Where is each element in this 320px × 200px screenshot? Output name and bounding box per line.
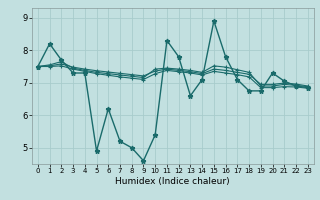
X-axis label: Humidex (Indice chaleur): Humidex (Indice chaleur) [116, 177, 230, 186]
